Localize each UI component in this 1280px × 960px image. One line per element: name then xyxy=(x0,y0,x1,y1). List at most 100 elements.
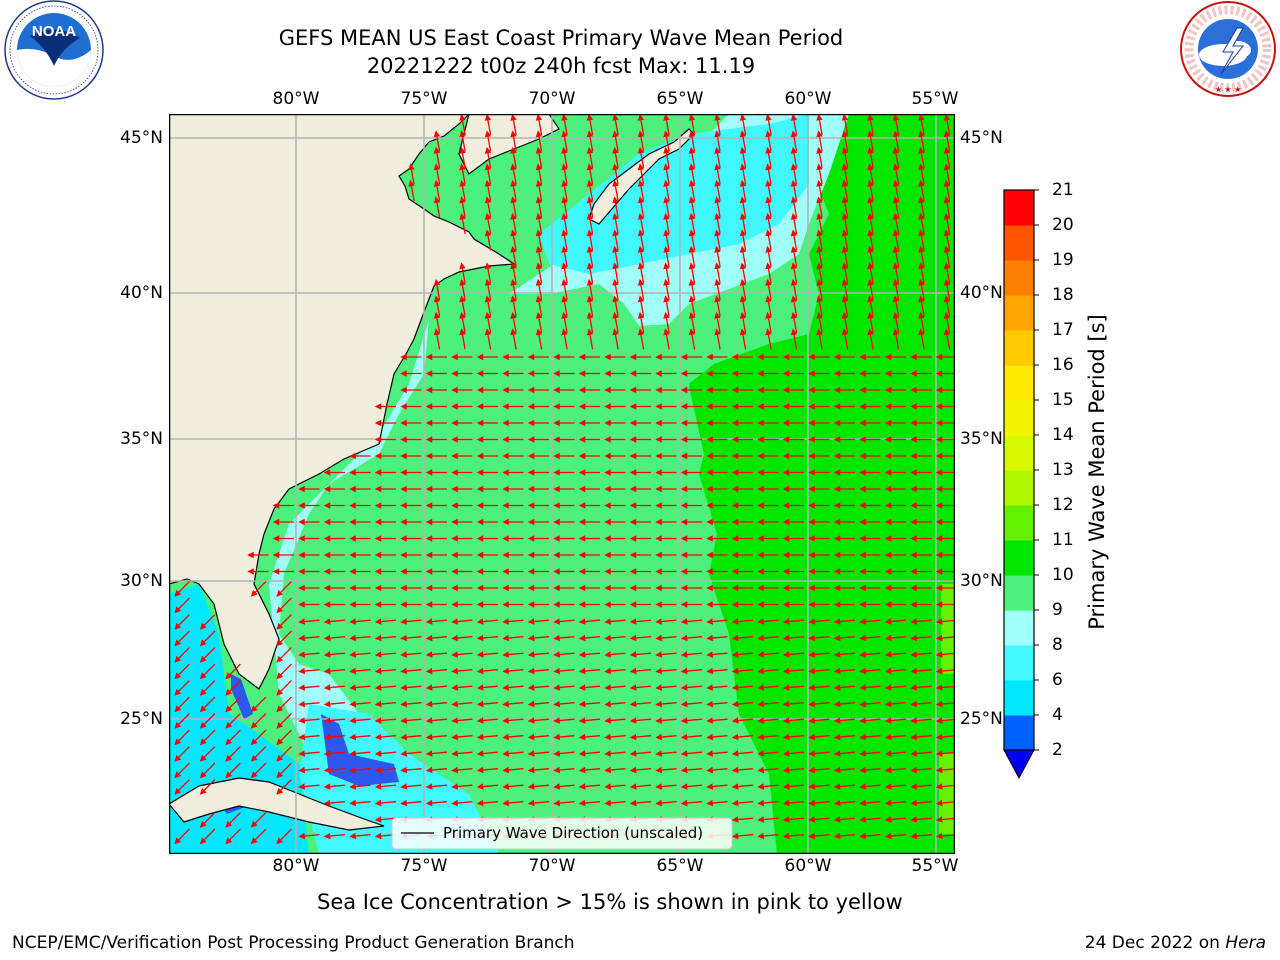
colorbar-tick-label: 17 xyxy=(1052,320,1074,340)
wave-direction-arrow xyxy=(451,667,473,675)
wave-direction-arrow xyxy=(451,783,473,790)
lon-label-top: 65°W xyxy=(656,89,704,109)
wave-direction-arrow xyxy=(250,812,267,828)
wave-direction-arrow xyxy=(349,651,371,658)
wave-direction-arrow xyxy=(451,717,473,724)
wave-direction-arrow xyxy=(808,717,830,724)
wave-direction-arrow xyxy=(892,328,900,350)
wave-direction-arrow xyxy=(225,828,241,845)
wave-direction-arrow xyxy=(629,618,652,625)
wave-direction-arrow xyxy=(706,634,728,642)
wave-direction-arrow xyxy=(174,581,190,597)
lat-label-right: 30°N xyxy=(960,571,1003,591)
wave-direction-arrow xyxy=(578,750,601,757)
wave-direction-arrow xyxy=(782,634,805,642)
wave-direction-arrow xyxy=(655,700,677,708)
wave-direction-arrow xyxy=(553,667,575,675)
wave-direction-arrow xyxy=(349,634,371,642)
wave-direction-arrow xyxy=(425,717,448,724)
wave-direction-arrow xyxy=(578,766,601,774)
wave-direction-arrow xyxy=(655,733,677,741)
wave-direction-arrow xyxy=(276,746,292,762)
wave-direction-arrow xyxy=(859,799,881,807)
wave-direction-arrow xyxy=(859,717,881,724)
wave-direction-arrow xyxy=(833,816,856,823)
wave-direction-arrow xyxy=(859,766,881,774)
lat-label-left: 25°N xyxy=(120,709,163,729)
wave-direction-arrow xyxy=(790,328,798,350)
wave-direction-arrow xyxy=(374,799,397,807)
colorbar-tick-label: 6 xyxy=(1052,670,1063,690)
wave-direction-arrow xyxy=(884,618,907,625)
wave-direction-arrow xyxy=(199,729,216,746)
colorbar-segment xyxy=(1004,470,1034,506)
wave-direction-arrow xyxy=(859,634,881,642)
wave-direction-arrow xyxy=(225,746,241,762)
wave-direction-arrow xyxy=(808,651,830,658)
legend-text: Primary Wave Direction (unscaled) xyxy=(443,824,703,842)
wave-direction-arrow xyxy=(476,799,499,807)
wave-direction-arrow xyxy=(502,684,524,691)
wave-direction-arrow xyxy=(833,733,856,741)
wave-direction-arrow xyxy=(910,799,932,807)
wave-direction-arrow xyxy=(782,832,805,840)
wave-direction-arrow xyxy=(451,700,473,708)
wave-direction-arrow xyxy=(174,762,190,779)
wave-direction-arrow xyxy=(502,766,524,774)
wave-direction-arrow xyxy=(459,328,466,350)
wave-direction-arrow xyxy=(833,684,856,691)
colorbar-segment xyxy=(1004,645,1034,681)
lat-label-right: 25°N xyxy=(960,709,1003,729)
wave-direction-arrow xyxy=(323,766,346,774)
lon-label-top: 80°W xyxy=(272,89,320,109)
wave-direction-arrow xyxy=(199,680,216,696)
colorbar-segment xyxy=(1004,540,1034,576)
wave-direction-arrow xyxy=(680,634,703,642)
wave-direction-arrow xyxy=(833,618,856,625)
wave-direction-arrow xyxy=(578,651,601,658)
wave-direction-arrow xyxy=(553,799,575,807)
wave-direction-arrow xyxy=(841,328,849,350)
wave-direction-arrow xyxy=(629,651,652,658)
colorbar xyxy=(1000,186,1040,786)
wave-direction-arrow xyxy=(323,700,346,708)
wave-direction-arrow xyxy=(833,634,856,642)
wave-direction-arrow xyxy=(604,799,626,807)
wave-direction-arrow xyxy=(757,684,779,691)
wave-direction-arrow xyxy=(484,328,492,350)
colorbar-tick-label: 18 xyxy=(1052,285,1074,305)
wave-direction-arrow xyxy=(298,766,320,774)
footer-machine: Hera xyxy=(1225,933,1266,953)
wave-direction-arrow xyxy=(884,832,907,840)
wave-direction-arrow xyxy=(276,647,292,663)
wave-direction-arrow xyxy=(502,634,524,642)
wave-direction-arrow xyxy=(527,651,550,658)
wave-period-map: Primary Wave Direction (unscaled) xyxy=(169,114,955,854)
colorbar-tick-label: 8 xyxy=(1052,635,1063,655)
wave-direction-arrow xyxy=(276,828,292,845)
wave-direction-arrow xyxy=(782,783,805,790)
wave-direction-arrow xyxy=(680,651,703,658)
wave-direction-arrow xyxy=(833,799,856,807)
wave-direction-arrow xyxy=(276,597,292,614)
wave-direction-arrow xyxy=(731,799,754,807)
wave-direction-arrow xyxy=(808,799,830,807)
wave-direction-arrow xyxy=(174,729,190,746)
wave-direction-arrow xyxy=(680,733,703,741)
wave-direction-arrow xyxy=(943,328,951,350)
wave-direction-arrow xyxy=(833,717,856,724)
wave-direction-arrow xyxy=(553,618,575,625)
wave-direction-arrow xyxy=(884,816,907,823)
wave-direction-arrow xyxy=(199,762,216,779)
wave-direction-arrow xyxy=(782,816,805,823)
wave-direction-arrow xyxy=(374,766,397,774)
wave-direction-arrow xyxy=(731,667,754,675)
wave-direction-arrow xyxy=(502,667,524,675)
wave-direction-arrow xyxy=(578,733,601,741)
wave-direction-arrow xyxy=(706,783,728,790)
wave-direction-arrow xyxy=(174,663,190,680)
lat-label-left: 45°N xyxy=(120,128,163,148)
wave-direction-arrow xyxy=(349,783,371,790)
sea-ice-note: Sea Ice Concentration > 15% is shown in … xyxy=(317,890,903,914)
wave-direction-arrow xyxy=(833,667,856,675)
